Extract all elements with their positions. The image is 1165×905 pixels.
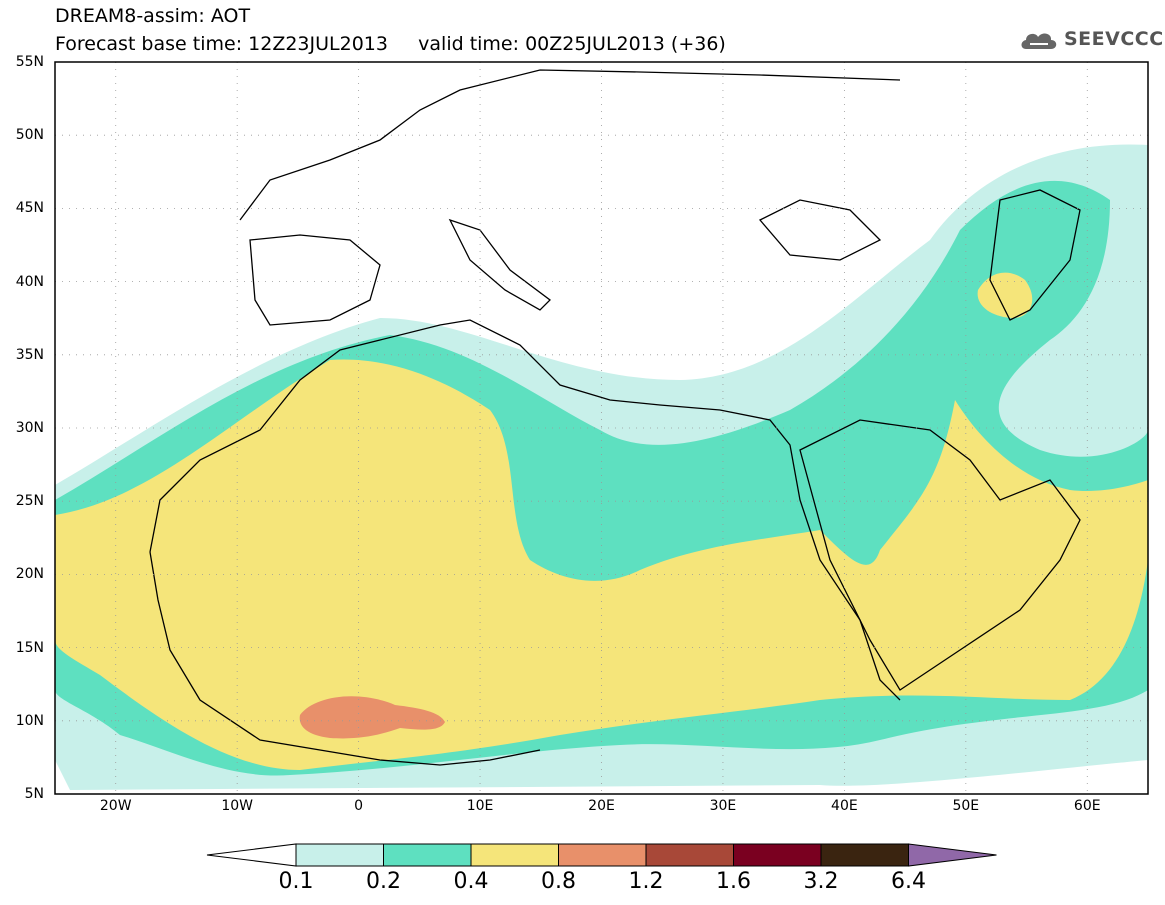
colorbar-segment [820, 843, 909, 867]
colorbar-left-arrow [206, 843, 297, 867]
lat-label: 20N [15, 566, 44, 583]
colorbar-label: 0.8 [541, 869, 576, 894]
coastline-caspian [989, 189, 1081, 321]
lon-label: 20E [588, 798, 615, 814]
lon-label: 20W [99, 798, 132, 814]
coastline-black-sea [758, 199, 882, 261]
logo-text: SEEVCCC [1064, 28, 1164, 50]
colorbar-label: 0.4 [453, 869, 489, 894]
colorbar [206, 843, 997, 867]
lon-label: 50E [952, 798, 980, 814]
lat-label: 25N [15, 493, 44, 510]
colorbar-segment [558, 843, 647, 867]
lat-label: 15N [15, 639, 44, 656]
coastline-north-africa [149, 319, 901, 701]
lon-label: 30E [709, 798, 737, 814]
aot-band-0.8-1.2 [299, 696, 445, 739]
colorbar-segment [383, 843, 472, 867]
colorbar-segment [470, 843, 559, 867]
lat-label: 50N [15, 127, 44, 144]
lon-label: 10W [221, 798, 253, 814]
lat-label: 10N [15, 712, 44, 729]
colorbar-right-arrow [908, 843, 997, 867]
map-title: DREAM8-assim: AOT [55, 5, 251, 27]
colorbar-label: 0.1 [278, 869, 314, 894]
colorbar-label: 1.6 [716, 869, 751, 894]
colorbar-label: 6.4 [891, 869, 926, 894]
map-border [54, 61, 1149, 795]
lat-label: 55N [15, 54, 44, 70]
lon-label: 10E [466, 798, 494, 814]
coastline-europe [239, 69, 901, 221]
lat-label: 30N [15, 420, 44, 436]
colorbar-label: 3.2 [803, 869, 839, 894]
coastline-iberia [249, 234, 381, 326]
coastline-arabia [799, 419, 1081, 691]
colorbar-segment [645, 843, 734, 867]
lat-label: 45N [15, 200, 44, 217]
lon-label: 60E [1073, 798, 1101, 814]
lat-label: 5N [24, 786, 44, 802]
colorbar-segment [733, 843, 822, 867]
lon-label: 0 [354, 798, 364, 814]
lat-label: 35N [15, 346, 44, 363]
forecast-time-label: Forecast base time: 12Z23JUL2013 valid t… [55, 33, 726, 55]
lat-label: 40N [15, 273, 44, 290]
cloud-logo-icon [1021, 33, 1057, 49]
colorbar-label: 0.2 [366, 869, 401, 894]
coastline-west-africa [149, 551, 541, 766]
colorbar-label: 1.2 [628, 869, 664, 894]
aot-band-0.4-0.8 [55, 359, 1148, 770]
lon-label: 40E [831, 798, 858, 814]
coastline-italy [448, 218, 551, 311]
colorbar-segment [295, 843, 384, 867]
